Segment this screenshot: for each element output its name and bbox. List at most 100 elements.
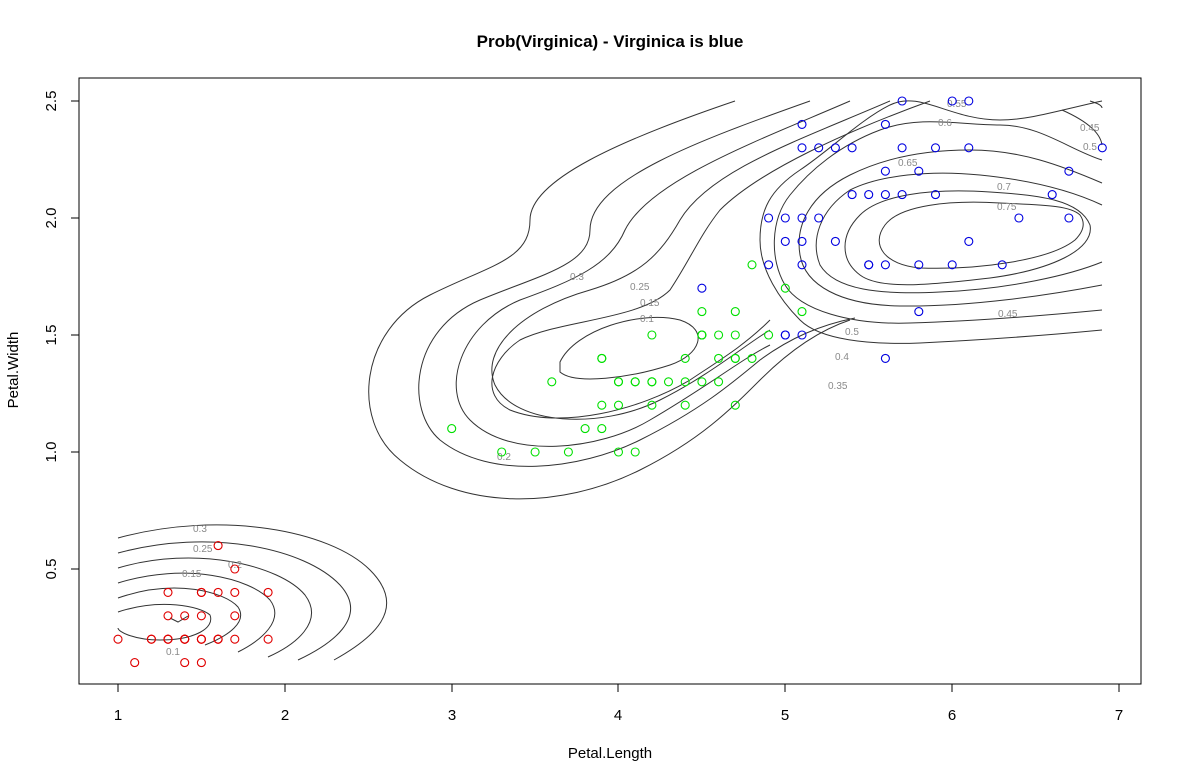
data-point-red bbox=[146, 634, 156, 644]
contour-label-0.45: 0.45 bbox=[998, 309, 1018, 320]
contour-line bbox=[815, 172, 1103, 294]
data-point-red bbox=[163, 611, 173, 621]
contour-line bbox=[1089, 100, 1103, 109]
data-point-green bbox=[714, 330, 724, 340]
contour-line bbox=[773, 121, 1103, 324]
data-point-green bbox=[680, 353, 690, 363]
data-point-blue bbox=[964, 143, 974, 153]
contour-line bbox=[844, 190, 1091, 286]
data-point-blue bbox=[864, 260, 874, 270]
data-point-blue bbox=[1047, 190, 1057, 200]
x-tick-label: 6 bbox=[948, 707, 956, 724]
contour-line bbox=[117, 603, 212, 641]
data-point-green bbox=[697, 330, 707, 340]
data-point-blue bbox=[964, 96, 974, 106]
data-point-green bbox=[613, 447, 624, 457]
contours-setosa-region bbox=[117, 524, 388, 661]
data-point-blue bbox=[847, 143, 857, 153]
contours-virginica-region bbox=[759, 100, 1103, 344]
contour-label-0.45: 0.45 bbox=[1080, 123, 1100, 134]
data-point-red bbox=[196, 587, 206, 597]
data-point-blue bbox=[1064, 213, 1074, 223]
data-point-green bbox=[697, 307, 707, 317]
data-point-blue bbox=[797, 143, 807, 153]
data-point-blue bbox=[914, 166, 924, 176]
data-point-green bbox=[730, 353, 740, 363]
data-point-blue bbox=[697, 283, 707, 293]
data-point-green bbox=[630, 377, 640, 387]
scatter-points bbox=[113, 96, 1107, 668]
contours-versicolor-region bbox=[368, 100, 931, 500]
data-point-green bbox=[780, 283, 790, 293]
data-point-blue bbox=[880, 190, 890, 200]
x-tick-label: 2 bbox=[281, 707, 289, 724]
data-point-red bbox=[213, 541, 223, 551]
contour-label-0.25: 0.25 bbox=[630, 282, 650, 293]
y-axis: 0.5 1.0 1.5 2.0 2.5 Petal.Width bbox=[5, 91, 80, 579]
contour-label-0.5: 0.5 bbox=[1083, 142, 1097, 153]
x-tick-label: 3 bbox=[448, 707, 456, 724]
data-point-blue bbox=[947, 260, 957, 270]
data-point-green bbox=[613, 400, 624, 410]
x-tick-label: 1 bbox=[114, 707, 122, 724]
data-point-red bbox=[213, 634, 223, 644]
data-point-blue bbox=[847, 190, 857, 200]
data-point-red bbox=[163, 587, 173, 597]
contour-label-0.3: 0.3 bbox=[193, 524, 207, 535]
data-point-red bbox=[263, 634, 273, 644]
x-tick-label: 4 bbox=[614, 707, 622, 724]
data-point-blue bbox=[764, 213, 774, 223]
contour-line bbox=[117, 524, 388, 661]
data-point-green bbox=[530, 447, 540, 457]
data-point-red bbox=[180, 658, 190, 668]
data-point-blue bbox=[797, 260, 807, 270]
contour-label-0.7: 0.7 bbox=[997, 182, 1011, 193]
data-point-green bbox=[764, 330, 774, 340]
data-point-red bbox=[213, 587, 223, 597]
y-tick-label: 2.0 bbox=[43, 208, 60, 229]
contour-label-0.55: 0.55 bbox=[947, 99, 967, 110]
contour-line bbox=[117, 541, 352, 661]
data-point-green bbox=[647, 400, 657, 410]
data-point-red bbox=[130, 658, 140, 668]
data-point-blue bbox=[764, 260, 774, 270]
data-point-blue bbox=[814, 143, 824, 153]
data-point-blue bbox=[1064, 166, 1074, 176]
data-point-blue bbox=[880, 353, 890, 363]
contour-label-0.1: 0.1 bbox=[640, 314, 654, 325]
data-point-red bbox=[113, 634, 123, 644]
data-point-blue bbox=[880, 260, 890, 270]
data-point-blue bbox=[780, 330, 790, 340]
x-axis-label: Petal.Length bbox=[568, 745, 652, 762]
data-point-blue bbox=[830, 143, 840, 153]
data-point-green bbox=[647, 377, 657, 387]
contour-label-0.3: 0.3 bbox=[570, 272, 584, 283]
data-point-green bbox=[730, 400, 740, 410]
data-point-red bbox=[163, 634, 173, 644]
data-point-green bbox=[597, 353, 607, 363]
data-point-blue bbox=[947, 96, 957, 106]
data-point-red bbox=[230, 611, 240, 621]
data-point-blue bbox=[1097, 143, 1107, 153]
data-point-green bbox=[547, 377, 557, 387]
data-point-blue bbox=[997, 260, 1007, 270]
data-point-blue bbox=[830, 236, 840, 246]
data-point-green bbox=[497, 447, 507, 457]
data-point-green bbox=[580, 424, 590, 434]
data-point-blue bbox=[930, 143, 941, 153]
data-point-green bbox=[747, 353, 757, 363]
data-point-blue bbox=[914, 307, 924, 317]
data-point-red bbox=[196, 611, 206, 621]
data-point-blue bbox=[797, 213, 807, 223]
contour-line bbox=[759, 100, 1103, 344]
data-point-blue bbox=[897, 190, 907, 200]
data-point-blue bbox=[814, 213, 824, 223]
contour-line bbox=[798, 149, 1103, 307]
data-point-green bbox=[630, 447, 640, 457]
data-point-red bbox=[180, 611, 190, 621]
data-point-red bbox=[230, 564, 240, 574]
data-point-green bbox=[730, 330, 740, 340]
y-tick-label: 1.0 bbox=[43, 442, 60, 463]
